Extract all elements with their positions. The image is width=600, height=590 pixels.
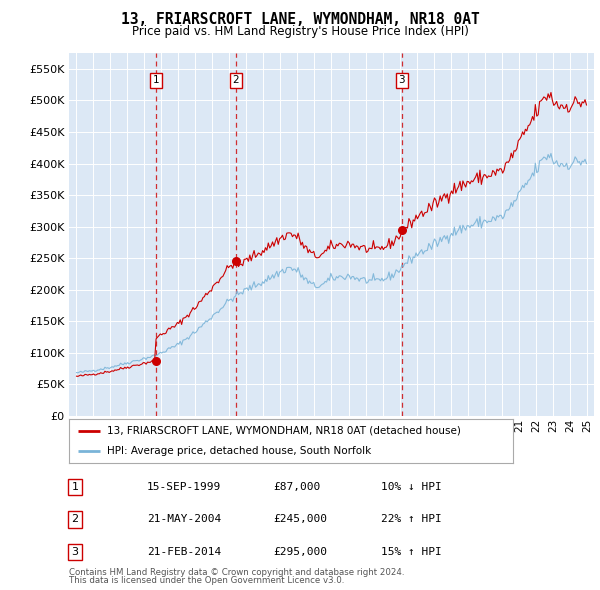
Text: £295,000: £295,000: [273, 547, 327, 557]
Text: 21-FEB-2014: 21-FEB-2014: [147, 547, 221, 557]
Text: HPI: Average price, detached house, South Norfolk: HPI: Average price, detached house, Sout…: [107, 446, 371, 456]
Text: 21-MAY-2004: 21-MAY-2004: [147, 514, 221, 525]
Text: 13, FRIARSCROFT LANE, WYMONDHAM, NR18 0AT: 13, FRIARSCROFT LANE, WYMONDHAM, NR18 0A…: [121, 12, 479, 27]
Text: 13, FRIARSCROFT LANE, WYMONDHAM, NR18 0AT (detached house): 13, FRIARSCROFT LANE, WYMONDHAM, NR18 0A…: [107, 426, 461, 436]
Text: Contains HM Land Registry data © Crown copyright and database right 2024.: Contains HM Land Registry data © Crown c…: [69, 568, 404, 577]
Text: 3: 3: [71, 547, 79, 557]
Text: 1: 1: [71, 482, 79, 492]
Text: £245,000: £245,000: [273, 514, 327, 525]
Text: Price paid vs. HM Land Registry's House Price Index (HPI): Price paid vs. HM Land Registry's House …: [131, 25, 469, 38]
Text: 15% ↑ HPI: 15% ↑ HPI: [381, 547, 442, 557]
Text: 10% ↓ HPI: 10% ↓ HPI: [381, 482, 442, 492]
Text: £87,000: £87,000: [273, 482, 320, 492]
Text: 1: 1: [153, 76, 160, 86]
Text: 3: 3: [398, 76, 405, 86]
Text: 22% ↑ HPI: 22% ↑ HPI: [381, 514, 442, 525]
Text: 2: 2: [71, 514, 79, 525]
Text: This data is licensed under the Open Government Licence v3.0.: This data is licensed under the Open Gov…: [69, 576, 344, 585]
Text: 2: 2: [232, 76, 239, 86]
Text: 15-SEP-1999: 15-SEP-1999: [147, 482, 221, 492]
